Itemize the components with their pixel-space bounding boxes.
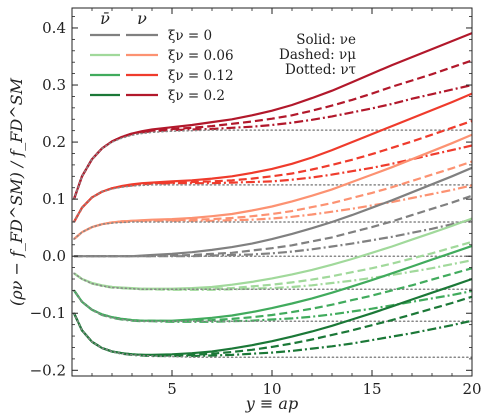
legend-header-neutrino: ν [137,9,147,28]
y-tick-label: −0.1 [30,304,66,322]
y-tick-label: 0.3 [42,76,66,94]
legend: ν̄ ν ξν = 0 ξν = 0.06 ξν = 0.12 ξν = 0.2 [90,9,234,104]
series-line-1-solid [73,92,472,223]
series-line-3-solid [74,166,472,258]
y-tick-label: 0.1 [42,190,66,208]
x-axis-label: y ≡ ap [245,394,298,413]
legend-label-xi-0: ξν = 0 [168,28,212,44]
axis-ticks: 5 10 15 20 −0.2 −0.1 0.0 0.1 0.2 0.3 0.4 [30,8,482,398]
series-line-2-dashed [73,160,472,240]
series-line-0-dashdot [72,83,472,200]
series-line-2-dotted [73,221,472,240]
series-line-1-dashdot [73,144,472,223]
series-line-0-dashed [72,59,472,200]
series-line-5-dotted [73,289,472,322]
y-tick-label: 0.0 [42,247,66,265]
series-line-3-dashed [74,194,472,258]
series-line-4-dotted [73,272,472,291]
legend-label-xi-02: ξν = 0.2 [168,88,225,104]
legend-header-antineutrino: ν̄ [100,9,110,28]
note-dotted: Dotted: ντ [285,62,356,78]
series-line-1-dotted [73,184,472,223]
y-axis-label: (ρν − f_FD^SM) / f_FD^SM [7,77,26,306]
y-tick-label: 0.2 [42,133,66,151]
series-line-6-solid [73,277,472,356]
note-solid: Solid: νe [296,32,356,48]
series-line-2-solid [73,133,472,240]
series-line-5-dashed [73,267,472,323]
series-line-6-dashed [73,295,472,357]
x-tick-label: 5 [167,380,177,398]
chart-curves [72,32,472,358]
legend-label-xi-006: ξν = 0.06 [168,48,234,64]
x-tick-label: 10 [262,380,281,398]
series-line-5-dashdot [73,289,472,323]
series-line-6-dotted [73,312,472,358]
series-line-2-dashdot [73,184,472,240]
note-dashed: Dashed: νμ [279,47,356,63]
legend-label-xi-012: ξν = 0.12 [168,68,234,84]
series-line-0-dotted [73,129,472,200]
series-line-0-solid [72,32,472,200]
x-tick-label: 15 [362,380,381,398]
y-tick-label: −0.2 [30,361,66,379]
flavor-style-note: Solid: νe Dashed: νμ Dotted: ντ [279,32,356,78]
x-tick-label: 20 [462,380,481,398]
y-tick-label: 0.4 [42,19,66,37]
